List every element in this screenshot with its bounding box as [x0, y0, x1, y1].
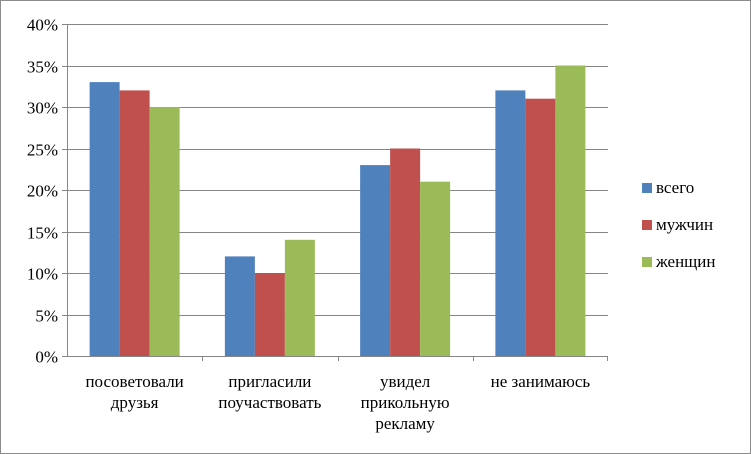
bar-всего-1	[224, 256, 255, 356]
bar-всего-3	[495, 90, 526, 357]
legend-swatch	[642, 183, 652, 193]
category-label: пригласили	[228, 372, 311, 391]
bar-мужчин-2	[390, 148, 421, 356]
y-tick-label: 0%	[35, 348, 58, 367]
category-label: прикольную	[361, 393, 450, 412]
bar-всего-2	[360, 165, 391, 356]
legend-label: мужчин	[656, 215, 713, 234]
legend-swatch	[642, 220, 652, 230]
bar-женщин-1	[284, 239, 315, 356]
category-label: посоветовали	[85, 372, 183, 391]
bar-мужчин-0	[119, 90, 150, 357]
bar-мужчин-1	[254, 273, 285, 356]
y-tick-label: 10%	[27, 265, 58, 284]
y-tick-label: 30%	[27, 99, 58, 118]
category-label: поучаствовать	[218, 393, 321, 412]
y-tick-label: 20%	[27, 182, 58, 201]
category-label: не занимаюсь	[491, 372, 591, 391]
bar-мужчин-3	[525, 98, 556, 356]
category-label: друзья	[111, 393, 159, 412]
legend-label: всего	[656, 178, 694, 197]
category-label: рекламу	[375, 414, 435, 433]
bar-женщин-2	[420, 181, 451, 356]
bar-женщин-3	[555, 65, 586, 356]
y-tick-label: 15%	[27, 224, 58, 243]
category-label: увидел	[380, 372, 431, 391]
y-tick-label: 5%	[35, 307, 58, 326]
y-tick-label: 35%	[27, 58, 58, 77]
legend-swatch	[642, 257, 652, 267]
bar-женщин-0	[149, 107, 180, 356]
legend-label: женщин	[655, 252, 715, 271]
bar-всего-0	[89, 82, 120, 356]
y-tick-label: 40%	[27, 16, 58, 35]
y-tick-label: 25%	[27, 141, 58, 160]
